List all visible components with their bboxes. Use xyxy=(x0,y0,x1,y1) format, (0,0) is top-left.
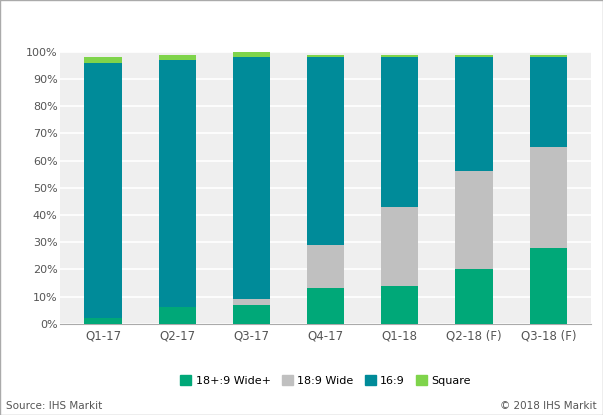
Bar xyxy=(529,57,567,147)
Bar xyxy=(529,55,567,57)
Bar xyxy=(455,55,493,57)
Bar xyxy=(159,60,196,308)
Bar xyxy=(529,248,567,324)
Text: Smartphone Display Shipment Share by Aspect Ratio: Smartphone Display Shipment Share by Asp… xyxy=(7,19,464,34)
Bar xyxy=(84,57,122,63)
Bar xyxy=(307,55,344,57)
Bar xyxy=(307,57,344,245)
Bar xyxy=(529,147,567,248)
Bar xyxy=(381,57,418,207)
Legend: 18+:9 Wide+, 18:9 Wide, 16:9, Square: 18+:9 Wide+, 18:9 Wide, 16:9, Square xyxy=(180,376,471,386)
Bar xyxy=(381,286,418,324)
Bar xyxy=(233,305,270,324)
Bar xyxy=(84,318,122,324)
Bar xyxy=(159,308,196,324)
Bar xyxy=(307,288,344,324)
Text: Source: IHS Markit: Source: IHS Markit xyxy=(6,401,103,411)
Bar xyxy=(455,171,493,269)
Bar xyxy=(159,55,196,60)
Bar xyxy=(455,57,493,171)
Bar xyxy=(233,299,270,305)
Bar xyxy=(455,269,493,324)
Bar xyxy=(381,207,418,286)
Bar xyxy=(84,63,122,318)
Bar xyxy=(233,57,270,299)
Bar xyxy=(233,52,270,57)
Bar xyxy=(381,55,418,57)
Text: © 2018 IHS Markit: © 2018 IHS Markit xyxy=(500,401,597,411)
Bar xyxy=(307,245,344,288)
